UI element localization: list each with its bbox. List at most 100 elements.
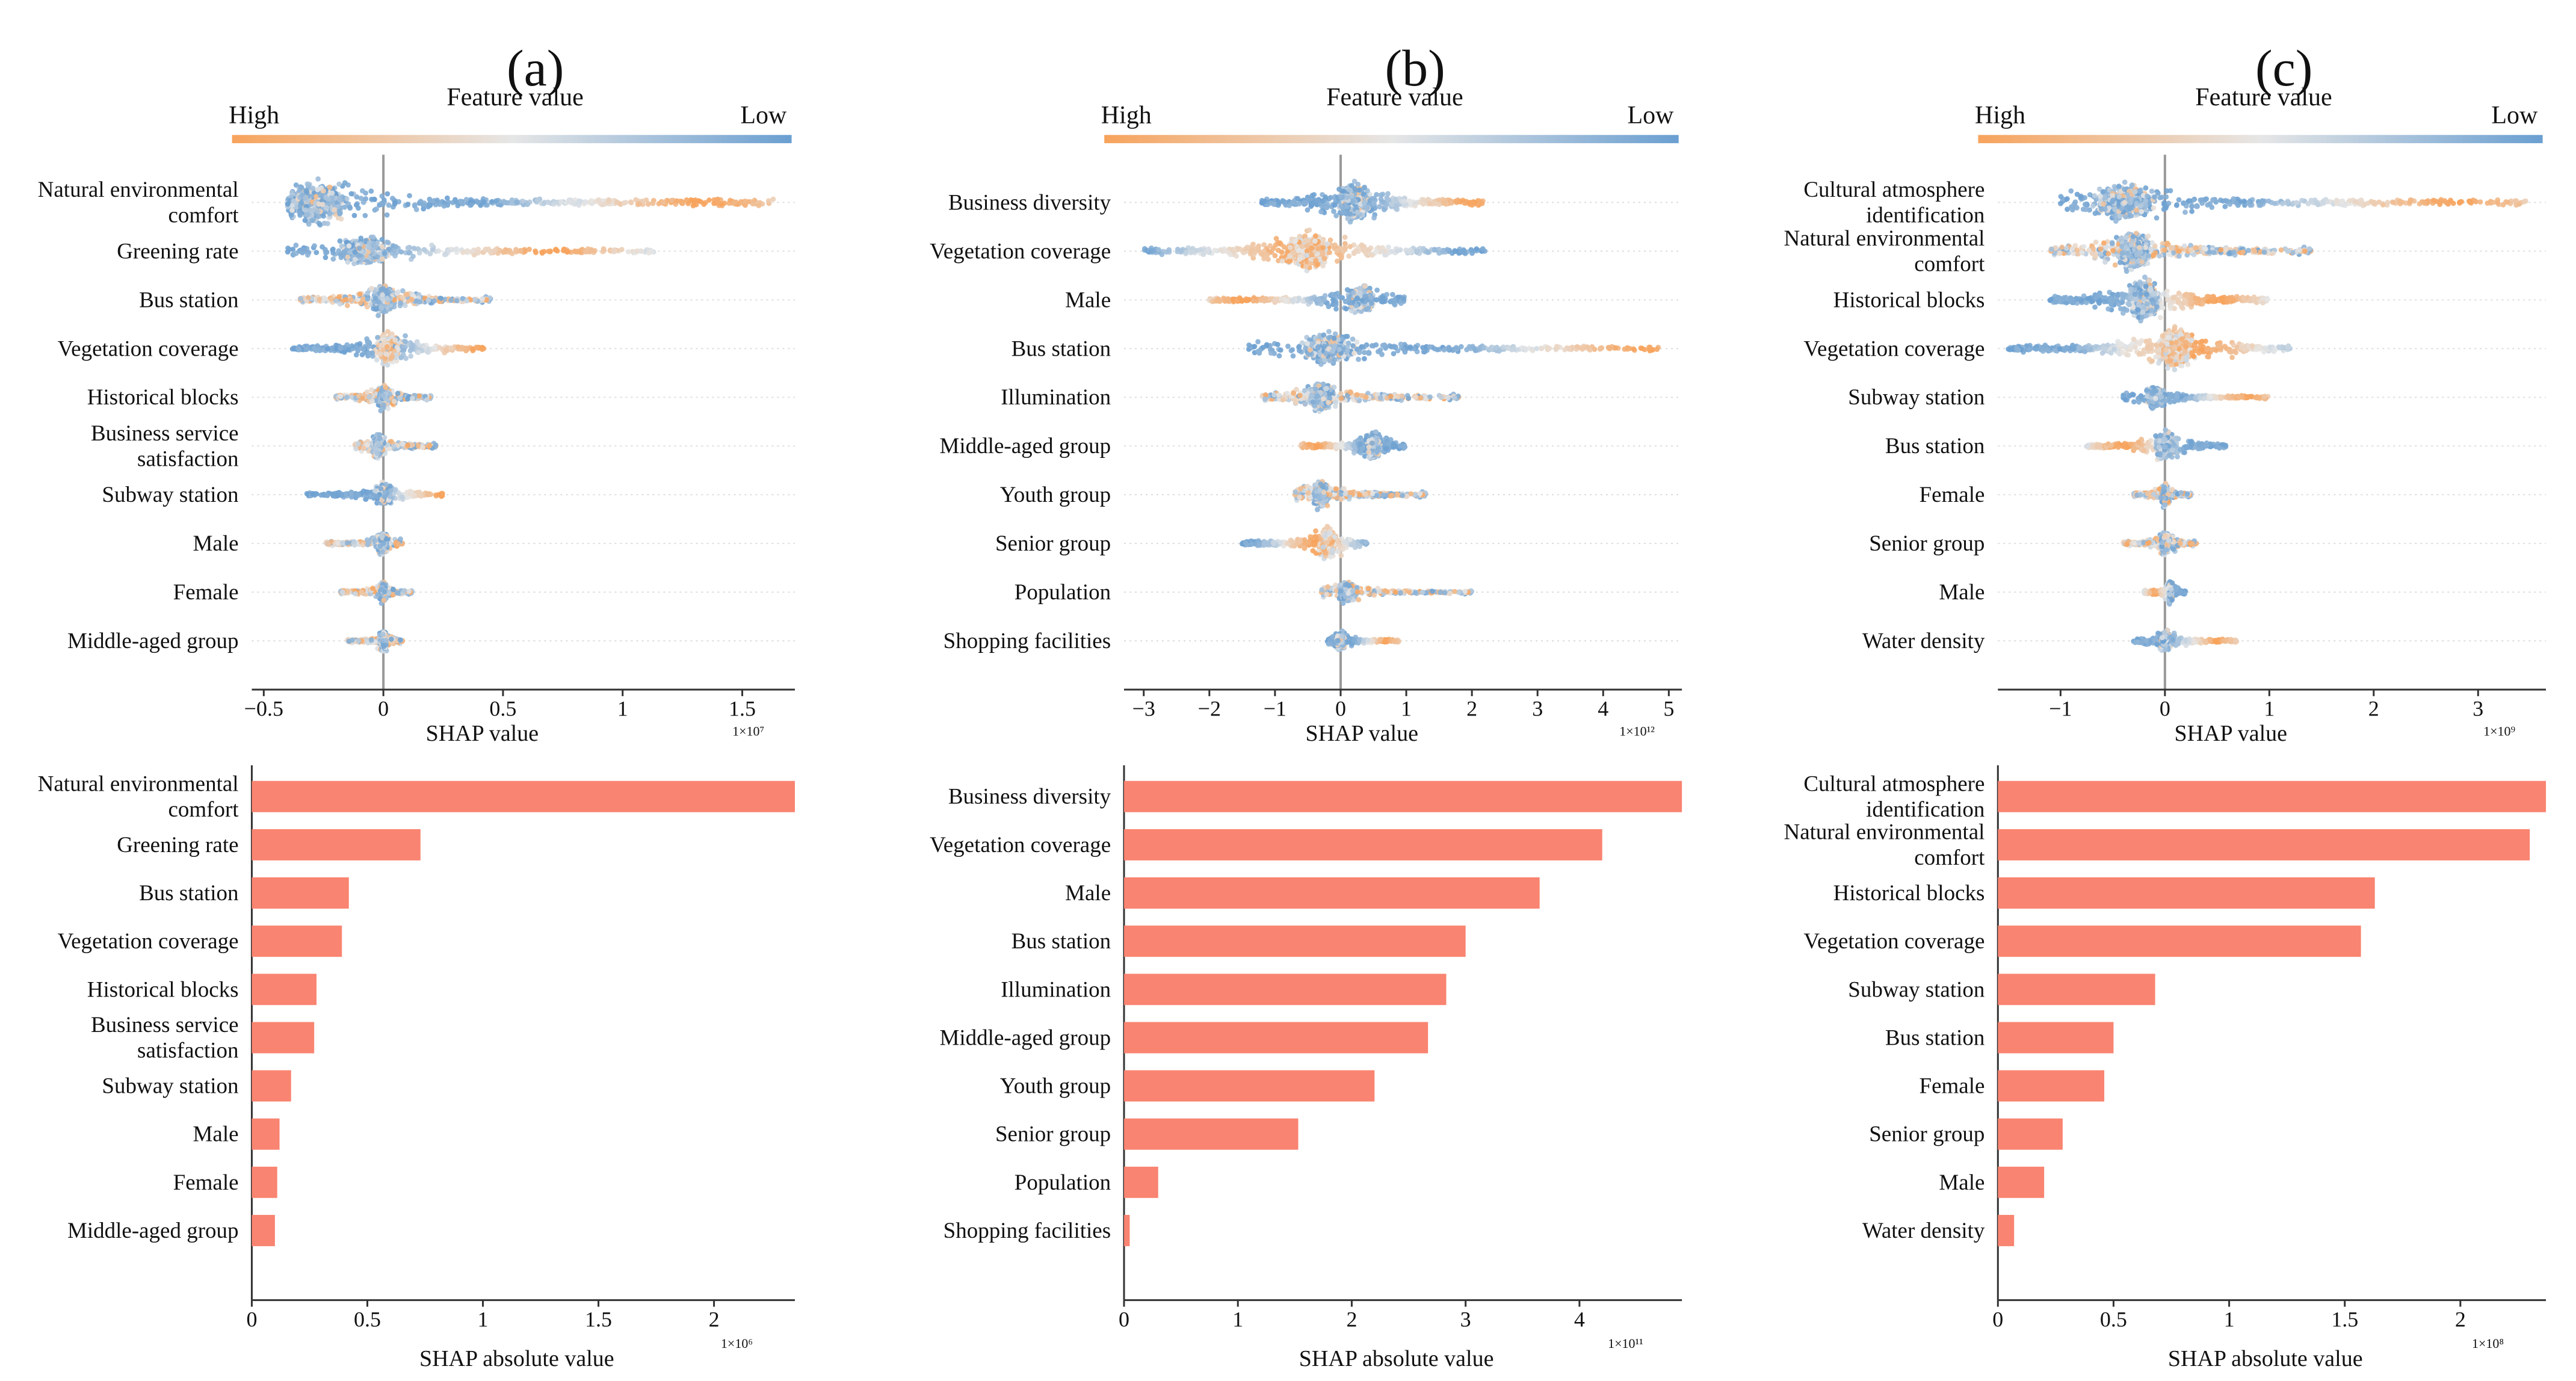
beeswarm-point (416, 250, 422, 256)
beeswarm-point (359, 352, 365, 357)
beeswarm-point (546, 249, 551, 255)
beeswarm-point (454, 298, 460, 304)
beeswarm-point (395, 391, 401, 397)
beeswarm-point (338, 394, 344, 399)
beeswarm-point (572, 249, 578, 255)
beeswarm-point (746, 199, 751, 205)
beeswarm-point (388, 356, 394, 362)
beeswarm-point (455, 344, 461, 350)
beeswarm-feature-label-line-0: Subway station (102, 483, 238, 507)
beeswarm-point (392, 487, 398, 493)
beeswarm-point (480, 296, 486, 301)
beeswarm-point (345, 254, 351, 260)
beeswarm-point (376, 442, 382, 448)
beeswarm-point (416, 299, 422, 304)
beeswarm-point (593, 199, 599, 205)
beeswarm-point (384, 212, 390, 218)
beeswarm-point (338, 210, 343, 216)
beeswarm-point (623, 200, 629, 205)
beeswarm-feature-label-line-0: Bus station (139, 288, 239, 312)
beeswarm-point (380, 256, 386, 262)
beeswarm-point (336, 181, 342, 187)
beeswarm-point (385, 239, 391, 246)
beeswarm-point (470, 348, 476, 354)
beeswarm-point (365, 442, 370, 448)
beeswarm-point (364, 389, 370, 395)
beeswarm-point (576, 198, 582, 204)
beeswarm-point (309, 218, 315, 223)
beeswarm-point (353, 352, 359, 358)
beeswarm-point (400, 441, 406, 447)
beeswarm-point (314, 250, 320, 255)
beeswarm-point (427, 443, 433, 448)
beeswarm-point (310, 491, 316, 497)
beeswarm-feature-label-line-0: Business service (91, 421, 239, 446)
beeswarm-point (336, 294, 342, 300)
beeswarm-feature-label-line-0: Historical blocks (87, 385, 239, 410)
beeswarm-point (290, 252, 296, 258)
beeswarm-point (398, 300, 404, 306)
beeswarm-point (373, 306, 378, 312)
beeswarm-point (379, 236, 385, 243)
beeswarm-point (534, 197, 540, 203)
beeswarm-point (726, 200, 732, 206)
beeswarm-point (318, 193, 324, 199)
beeswarm-point (315, 176, 321, 182)
beeswarm-point (429, 242, 434, 248)
beeswarm-point (321, 188, 326, 194)
beeswarm-point (520, 198, 525, 204)
beeswarm-point (410, 253, 416, 259)
beeswarm-point (348, 191, 354, 197)
beeswarm-point (601, 246, 607, 252)
beeswarm-point (366, 240, 372, 246)
beeswarm-point (514, 199, 520, 205)
beeswarm-point (405, 245, 411, 251)
beeswarm-point (412, 492, 417, 498)
beeswarm-point (337, 301, 343, 307)
beeswarm-point (546, 199, 551, 205)
beeswarm-point (513, 247, 519, 253)
beeswarm-point (320, 202, 326, 208)
colorbar-gradient (232, 135, 792, 143)
beeswarm-point (369, 285, 374, 291)
beeswarm-point (315, 209, 321, 214)
beeswarm-point (503, 200, 509, 206)
beeswarm-point (646, 201, 652, 207)
beeswarm-points-7 (323, 531, 406, 557)
beeswarm-point (646, 250, 652, 256)
beeswarm-point (464, 298, 470, 304)
beeswarm-feature-label-line-1: comfort (168, 203, 239, 228)
beeswarm-point (381, 197, 387, 203)
beeswarm-point (460, 250, 466, 255)
beeswarm-point (558, 199, 564, 205)
beeswarm-point (582, 199, 588, 205)
beeswarm-point (392, 337, 398, 343)
beeswarm-point (323, 194, 329, 200)
beeswarm-point (509, 251, 515, 256)
beeswarm-point (425, 349, 431, 355)
beeswarm-point (359, 395, 365, 401)
beeswarm-point (443, 347, 449, 353)
beeswarm-point (356, 441, 361, 446)
beeswarm-point (765, 198, 771, 204)
beeswarm-point (365, 340, 371, 345)
beeswarm-point (533, 248, 539, 254)
beeswarm-point (448, 297, 454, 303)
beeswarm-point (405, 442, 411, 448)
beeswarm-point (465, 248, 471, 254)
beeswarm-point (413, 206, 419, 212)
beeswarm-point (382, 489, 388, 495)
beeswarm-point (298, 295, 304, 301)
beeswarm-point (384, 344, 390, 350)
beeswarm-points-1 (285, 234, 656, 267)
beeswarm-point (325, 221, 330, 226)
beeswarm-point (289, 208, 295, 213)
beeswarm-point (441, 203, 447, 209)
beeswarm-point (553, 247, 559, 252)
beeswarm-point (483, 247, 489, 253)
beeswarm-point (302, 195, 308, 201)
beeswarm-point (431, 298, 437, 304)
beeswarm-feature-label-line-0: Vegetation coverage (58, 336, 239, 361)
beeswarm-point (329, 190, 335, 196)
beeswarm-point (402, 303, 408, 309)
